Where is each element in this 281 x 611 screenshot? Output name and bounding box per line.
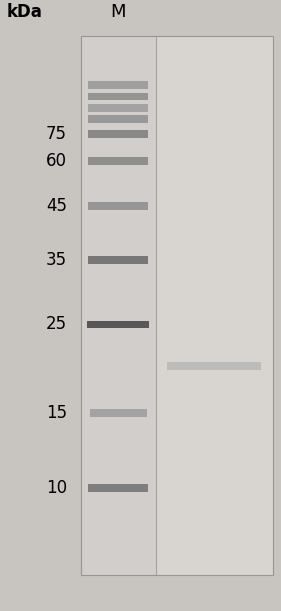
Bar [90, 409, 147, 417]
Bar [88, 130, 148, 138]
Bar [88, 93, 148, 100]
Bar [88, 115, 148, 123]
Text: 15: 15 [46, 404, 67, 422]
Bar [88, 202, 148, 210]
Bar [88, 157, 148, 165]
Bar [88, 81, 148, 89]
Bar [88, 104, 148, 112]
Text: 35: 35 [46, 251, 67, 269]
Bar [81, 36, 156, 575]
Text: 45: 45 [46, 197, 67, 215]
Text: 75: 75 [46, 125, 67, 143]
Bar [81, 36, 273, 575]
Bar [156, 36, 273, 575]
Bar [87, 321, 149, 328]
Bar [88, 256, 148, 264]
Bar [88, 484, 148, 492]
Text: M: M [110, 3, 126, 21]
Text: 10: 10 [46, 478, 67, 497]
Bar [167, 362, 261, 370]
Text: 60: 60 [46, 152, 67, 170]
Text: 25: 25 [46, 315, 67, 334]
Text: kDa: kDa [7, 3, 43, 21]
